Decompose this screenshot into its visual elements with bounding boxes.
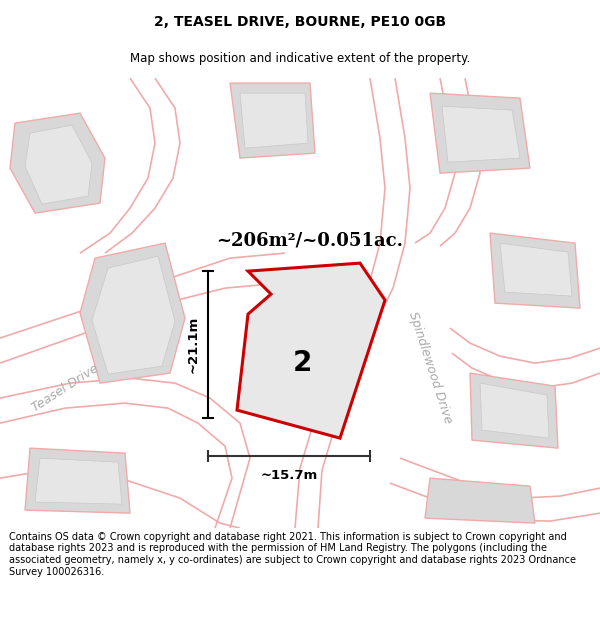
Polygon shape	[255, 303, 340, 386]
Polygon shape	[25, 448, 130, 513]
Polygon shape	[0, 78, 600, 528]
Polygon shape	[490, 233, 580, 308]
Text: 2, TEASEL DRIVE, BOURNE, PE10 0GB: 2, TEASEL DRIVE, BOURNE, PE10 0GB	[154, 15, 446, 29]
Text: Spindlewood Drive: Spindlewood Drive	[406, 311, 454, 426]
Text: Teasel Drive: Teasel Drive	[29, 362, 101, 414]
Polygon shape	[480, 383, 549, 438]
Polygon shape	[425, 478, 535, 523]
Polygon shape	[240, 93, 308, 148]
Polygon shape	[500, 243, 572, 296]
Text: ~206m²/~0.051ac.: ~206m²/~0.051ac.	[217, 231, 404, 249]
Polygon shape	[25, 125, 92, 204]
Text: 2: 2	[292, 349, 311, 377]
Polygon shape	[230, 83, 315, 158]
Text: Contains OS data © Crown copyright and database right 2021. This information is : Contains OS data © Crown copyright and d…	[9, 532, 576, 577]
Polygon shape	[80, 243, 185, 383]
Polygon shape	[470, 373, 558, 448]
Polygon shape	[35, 458, 122, 504]
Polygon shape	[442, 106, 520, 162]
Text: ~15.7m: ~15.7m	[260, 469, 317, 482]
Polygon shape	[92, 256, 175, 374]
Polygon shape	[430, 93, 530, 173]
Text: Map shows position and indicative extent of the property.: Map shows position and indicative extent…	[130, 52, 470, 65]
Polygon shape	[10, 113, 105, 213]
Polygon shape	[237, 263, 385, 438]
Text: ~21.1m: ~21.1m	[187, 316, 200, 373]
